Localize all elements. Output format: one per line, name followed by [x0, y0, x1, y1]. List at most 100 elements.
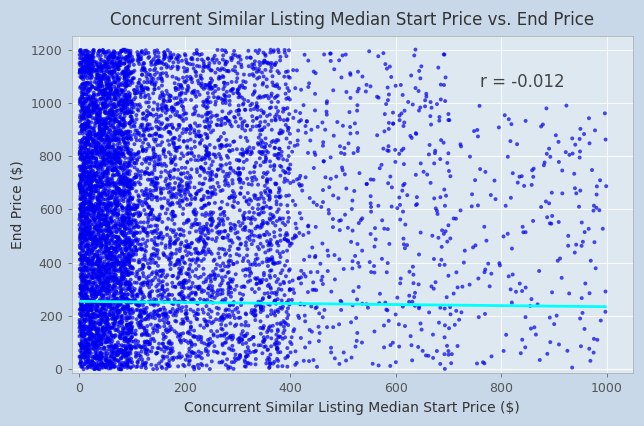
- Point: [84, 109, 94, 116]
- Point: [133, 150, 144, 156]
- Point: [104, 255, 114, 262]
- Point: [407, 357, 417, 364]
- Point: [200, 99, 210, 106]
- Point: [384, 91, 394, 98]
- Point: [129, 141, 140, 147]
- Point: [222, 330, 232, 337]
- Point: [100, 109, 111, 115]
- Point: [77, 307, 88, 314]
- Point: [368, 360, 378, 367]
- Point: [95, 134, 106, 141]
- Point: [96, 68, 106, 75]
- Point: [181, 311, 191, 318]
- Point: [225, 314, 235, 320]
- Point: [93, 260, 103, 267]
- Point: [175, 350, 185, 357]
- Point: [287, 240, 297, 247]
- Point: [82, 236, 93, 243]
- Point: [116, 320, 126, 326]
- Point: [186, 323, 196, 330]
- Point: [93, 67, 103, 74]
- Point: [282, 363, 292, 370]
- Point: [221, 93, 231, 100]
- Point: [167, 354, 177, 361]
- Point: [90, 348, 100, 354]
- Point: [89, 314, 99, 321]
- Point: [185, 357, 195, 364]
- Point: [204, 285, 214, 292]
- Point: [148, 75, 158, 82]
- Point: [91, 328, 102, 335]
- Point: [361, 301, 372, 308]
- Point: [256, 193, 267, 200]
- Point: [89, 129, 99, 135]
- Point: [104, 261, 115, 268]
- Point: [122, 249, 133, 256]
- Point: [100, 105, 111, 112]
- Point: [285, 286, 295, 293]
- Point: [171, 260, 182, 267]
- Point: [146, 189, 156, 196]
- Point: [194, 365, 204, 371]
- Point: [108, 260, 118, 267]
- Point: [207, 211, 217, 218]
- Point: [234, 245, 244, 252]
- Point: [102, 191, 113, 198]
- Point: [118, 273, 129, 280]
- Point: [155, 173, 166, 180]
- Point: [91, 110, 102, 117]
- Point: [95, 100, 106, 106]
- Point: [110, 363, 120, 370]
- Point: [120, 74, 130, 81]
- Point: [75, 96, 86, 103]
- Point: [76, 245, 86, 251]
- Point: [200, 103, 210, 109]
- Point: [426, 179, 436, 186]
- Point: [109, 290, 120, 297]
- Point: [95, 280, 106, 287]
- Point: [83, 160, 93, 167]
- Point: [208, 158, 218, 165]
- Point: [115, 236, 125, 243]
- Point: [156, 133, 167, 140]
- Point: [78, 104, 88, 110]
- Point: [205, 80, 216, 86]
- Point: [90, 349, 100, 356]
- Point: [117, 191, 128, 198]
- Point: [98, 327, 108, 334]
- Point: [108, 112, 118, 119]
- Point: [150, 322, 160, 329]
- Point: [263, 290, 273, 296]
- Point: [113, 55, 123, 62]
- Point: [238, 100, 249, 107]
- Point: [117, 274, 127, 281]
- Point: [123, 139, 133, 146]
- Point: [99, 129, 109, 135]
- Point: [87, 316, 97, 323]
- Point: [78, 227, 88, 234]
- Point: [501, 331, 511, 338]
- Point: [86, 304, 96, 311]
- Point: [93, 162, 103, 169]
- Point: [173, 52, 184, 58]
- Point: [176, 171, 187, 178]
- Point: [301, 273, 311, 280]
- Point: [80, 253, 91, 260]
- Point: [87, 301, 97, 308]
- Point: [84, 171, 95, 178]
- Point: [109, 281, 119, 288]
- Point: [167, 283, 178, 290]
- Point: [88, 332, 98, 339]
- Point: [256, 306, 267, 313]
- Point: [114, 127, 124, 134]
- Point: [291, 233, 301, 240]
- Point: [77, 292, 87, 299]
- Point: [122, 72, 133, 78]
- Point: [108, 320, 118, 327]
- Point: [122, 296, 132, 302]
- Point: [113, 201, 123, 208]
- Point: [215, 67, 225, 74]
- Point: [167, 325, 177, 332]
- Point: [111, 348, 122, 355]
- Point: [295, 182, 305, 189]
